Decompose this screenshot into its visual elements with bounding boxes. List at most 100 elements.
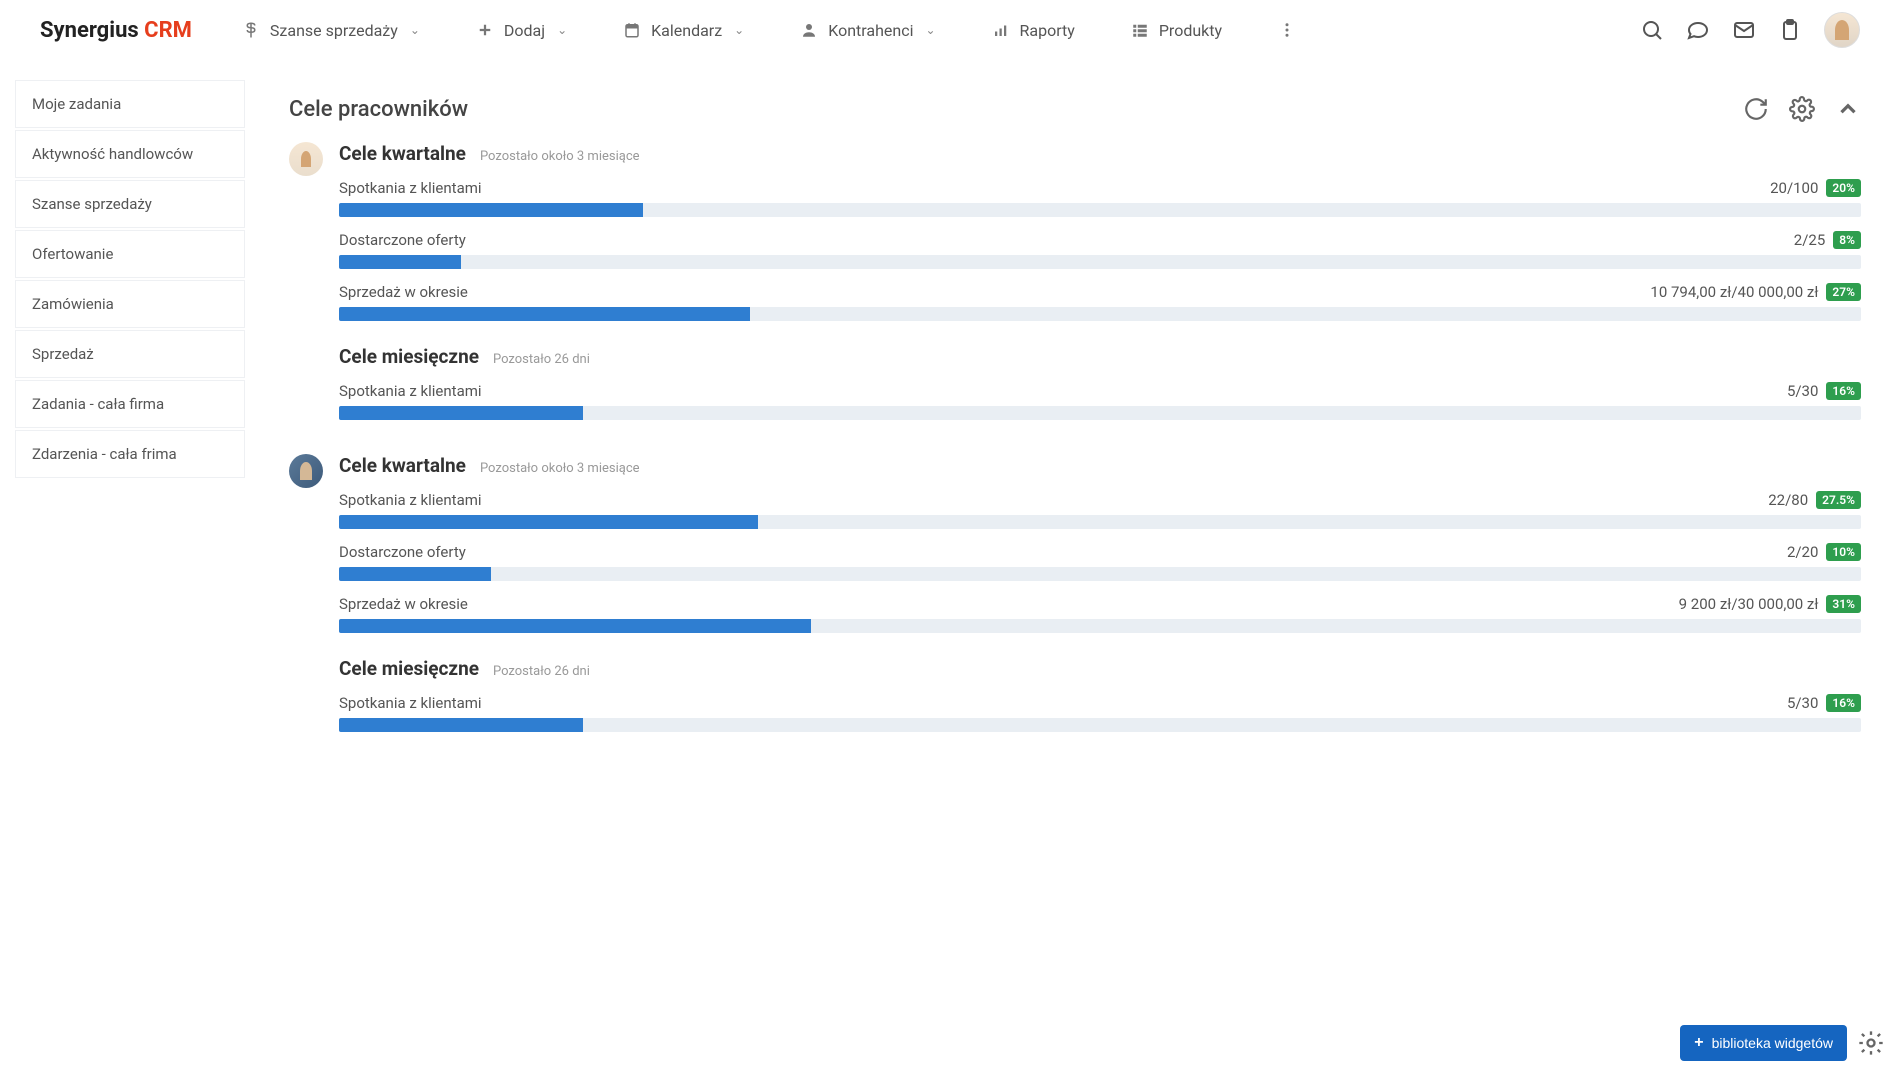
list-icon <box>1131 21 1149 39</box>
sidebar-item-label: Ofertowanie <box>32 245 113 263</box>
bottom-bar: + biblioteka widgetów <box>1680 1025 1885 1061</box>
clipboard-icon[interactable] <box>1778 18 1802 42</box>
goal-label: Spotkania z klientami <box>339 694 482 712</box>
nav-contractors-label: Kontrahenci <box>828 21 913 40</box>
goal-row: Dostarczone oferty 2/2010% <box>339 543 1861 581</box>
widget-library-button[interactable]: + biblioteka widgetów <box>1680 1025 1847 1061</box>
plus-icon: + <box>1694 1034 1703 1052</box>
goal-row: Spotkania z klientami 5/30 16% <box>339 694 1861 732</box>
progress-track <box>339 307 1861 321</box>
goal-row: Sprzedaż w okresie9 200 zł/30 000,00 zł3… <box>339 595 1861 633</box>
goal-label-row: Spotkania z klientami 20/100 20% <box>339 179 1861 197</box>
user-avatar[interactable] <box>1824 12 1860 48</box>
goal-label: Spotkania z klientami <box>339 382 482 400</box>
sidebar-item[interactable]: Sprzedaż <box>15 330 245 378</box>
progress-track <box>339 406 1861 420</box>
nav-products[interactable]: Produkty <box>1121 15 1232 46</box>
goal-section-subtitle: Pozostało 26 dni <box>493 352 590 367</box>
goal-sections: Cele kwartalnePozostało około 3 miesiące… <box>339 454 1861 756</box>
top-nav: Szanse sprzedaży ⌄ Dodaj ⌄ Kalendarz ⌄ K… <box>232 15 1306 46</box>
nav-reports[interactable]: Raporty <box>982 15 1085 46</box>
nav-add[interactable]: Dodaj ⌄ <box>466 15 577 46</box>
goal-row: Spotkania z klientami22/8027.5% <box>339 491 1861 529</box>
goal-section-title: Cele miesięczne <box>339 345 479 368</box>
sidebar-item[interactable]: Ofertowanie <box>15 230 245 278</box>
employee-block: Cele kwartalnePozostało około 3 miesiące… <box>265 132 1885 444</box>
nav-more[interactable] <box>1268 15 1306 45</box>
goal-value: 2/20 <box>1787 543 1818 561</box>
nav-calendar[interactable]: Kalendarz ⌄ <box>613 15 754 46</box>
progress-fill <box>339 255 461 269</box>
goal-badge: 16% <box>1826 694 1861 712</box>
goal-label-row: Sprzedaż w okresie9 200 zł/30 000,00 zł3… <box>339 595 1861 613</box>
sidebar-item[interactable]: Zamówienia <box>15 280 245 328</box>
chevron-down-icon: ⌄ <box>410 23 420 37</box>
goal-label: Spotkania z klientami <box>339 491 482 509</box>
progress-fill <box>339 515 758 529</box>
logo: Synergius CRM <box>40 18 192 43</box>
chat-icon[interactable] <box>1686 18 1710 42</box>
sidebar-item-label: Aktywność handlowców <box>32 145 193 163</box>
goal-section-header: Cele kwartalnePozostało około 3 miesiące <box>339 454 1861 477</box>
mail-icon[interactable] <box>1732 18 1756 42</box>
goal-label: Spotkania z klientami <box>339 179 482 197</box>
chevron-up-icon[interactable] <box>1835 96 1861 122</box>
nav-sales[interactable]: Szanse sprzedaży ⌄ <box>232 15 430 46</box>
sidebar-item-label: Zdarzenia - cała frima <box>32 445 177 463</box>
nav-products-label: Produkty <box>1159 21 1222 40</box>
goal-value: 9 200 zł/30 000,00 zł <box>1679 595 1819 613</box>
sidebar-item-label: Sprzedaż <box>32 345 94 363</box>
goal-value: 20/100 <box>1770 179 1818 197</box>
goal-badge: 16% <box>1826 382 1861 400</box>
panel-header: Cele pracowników <box>265 96 1885 132</box>
goal-badge: 27% <box>1826 283 1861 301</box>
goals-panel: Cele pracowników Cele kwartalnePozostało… <box>265 80 1885 756</box>
progress-fill <box>339 619 811 633</box>
goal-right: 5/3016% <box>1787 382 1861 400</box>
sidebar-item[interactable]: Szanse sprzedaży <box>15 180 245 228</box>
progress-fill <box>339 718 583 732</box>
gear-icon[interactable] <box>1789 96 1815 122</box>
person-icon <box>800 21 818 39</box>
panel-title: Cele pracowników <box>289 97 468 122</box>
goal-label: Dostarczone oferty <box>339 543 466 561</box>
goal-label-row: Sprzedaż w okresie10 794,00 zł/40 000,00… <box>339 283 1861 301</box>
calendar-icon <box>623 21 641 39</box>
goal-badge: 31% <box>1826 595 1861 613</box>
nav-contractors[interactable]: Kontrahenci ⌄ <box>790 15 945 46</box>
sidebar-item[interactable]: Zdarzenia - cała frima <box>15 430 245 478</box>
goal-section-header: Cele kwartalnePozostało około 3 miesiące <box>339 142 1861 165</box>
progress-fill <box>339 203 643 217</box>
sidebar-item[interactable]: Zadania - cała firma <box>15 380 245 428</box>
goal-label: Dostarczone oferty <box>339 231 466 249</box>
goal-label: Sprzedaż w okresie <box>339 283 468 301</box>
bars-icon <box>992 21 1010 39</box>
nav-add-label: Dodaj <box>504 21 545 40</box>
plus-icon <box>476 21 494 39</box>
header-right <box>1640 12 1860 48</box>
goal-section-header: Cele miesięcznePozostało 26 dni <box>339 657 1861 680</box>
goal-label-row: Spotkania z klientami 5/3016% <box>339 382 1861 400</box>
goal-sections: Cele kwartalnePozostało około 3 miesiące… <box>339 142 1861 444</box>
gear-icon[interactable] <box>1857 1029 1885 1057</box>
search-icon[interactable] <box>1640 18 1664 42</box>
more-vertical-icon <box>1278 21 1296 39</box>
widget-library-label: biblioteka widgetów <box>1712 1035 1833 1051</box>
sidebar-item-label: Zadania - cała firma <box>32 395 164 413</box>
refresh-icon[interactable] <box>1743 96 1769 122</box>
sidebar-item[interactable]: Aktywność handlowców <box>15 130 245 178</box>
progress-track <box>339 567 1861 581</box>
progress-track <box>339 515 1861 529</box>
progress-track <box>339 203 1861 217</box>
goal-label-row: Dostarczone oferty 2/258% <box>339 231 1861 249</box>
progress-fill <box>339 307 750 321</box>
employee-block: Cele kwartalnePozostało około 3 miesiące… <box>265 444 1885 756</box>
goal-value: 5/30 <box>1787 694 1818 712</box>
goal-right: 2/258% <box>1794 231 1861 249</box>
dollar-icon <box>242 21 260 39</box>
sidebar-item[interactable]: Moje zadania <box>15 80 245 128</box>
main-layout: Moje zadania Aktywność handlowców Szanse s… <box>0 60 1900 756</box>
goal-badge: 20% <box>1826 179 1861 197</box>
goal-right: 9 200 zł/30 000,00 zł 31% <box>1679 595 1861 613</box>
goal-right: 2/2010% <box>1787 543 1861 561</box>
